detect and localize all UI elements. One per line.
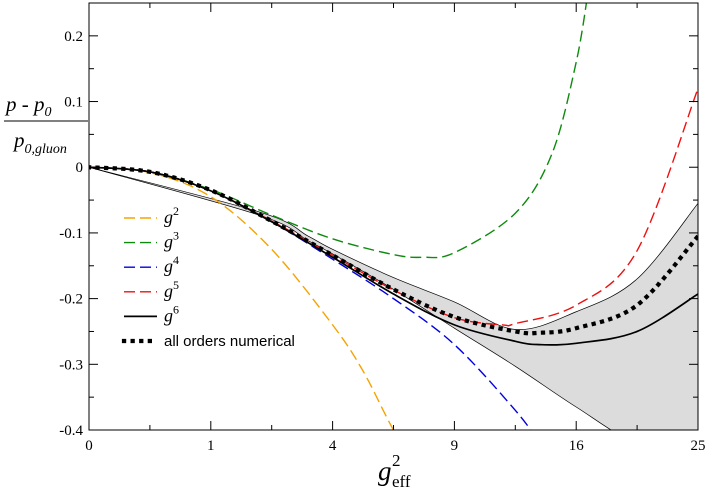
series-line-g3 [89, 3, 588, 259]
x-label-sup: 2 [392, 451, 401, 470]
y-axis-label: p - p0 p0,gluon [4, 92, 88, 157]
x-tick-label: 9 [451, 438, 459, 454]
x-label-sub: eff [392, 472, 411, 490]
series-line-g2 [89, 166, 395, 430]
x-tick-label: 0 [85, 438, 93, 454]
x-tick-label: 1 [207, 438, 215, 454]
x-tick-label: 25 [691, 438, 706, 454]
series-layer [89, 3, 698, 430]
y-tick-label: 0 [76, 160, 84, 176]
axis-ticks [88, 3, 699, 431]
series-line-g4 [89, 166, 532, 430]
legend-label: g4 [164, 253, 179, 276]
x-tick-label: 16 [569, 438, 585, 454]
x-axis-label: g 2 eff [378, 451, 411, 490]
y-label-denominator: p0,gluon [12, 128, 67, 157]
series-line-g5 [89, 88, 698, 327]
legend-label: g2 [164, 204, 179, 227]
uncertainty-band [89, 167, 698, 430]
y-tick-label: -0.2 [59, 292, 83, 308]
y-tick-label: -0.1 [59, 226, 83, 242]
axis-tick-labels: 0 1 4 9 16 25 -0.4 -0.3 -0.2 -0.1 0 0.1 0.2 [59, 29, 705, 454]
uncertainty-band-layer [89, 166, 698, 430]
y-tick-label: 0.2 [64, 29, 83, 45]
band-upper-edge [89, 166, 698, 330]
x-tick-label: 4 [329, 438, 337, 454]
legend-label: g3 [164, 229, 179, 252]
y-tick-label: -0.4 [59, 423, 83, 439]
legend-label: g5 [164, 278, 179, 301]
y-label-numerator: p - p0 [4, 92, 52, 120]
legend-label: g6 [164, 302, 179, 325]
x-label-base: g [378, 456, 392, 486]
legend-label: all orders numerical [164, 333, 295, 350]
y-tick-label: -0.3 [59, 357, 83, 373]
y-tick-label: 0.1 [64, 95, 83, 111]
